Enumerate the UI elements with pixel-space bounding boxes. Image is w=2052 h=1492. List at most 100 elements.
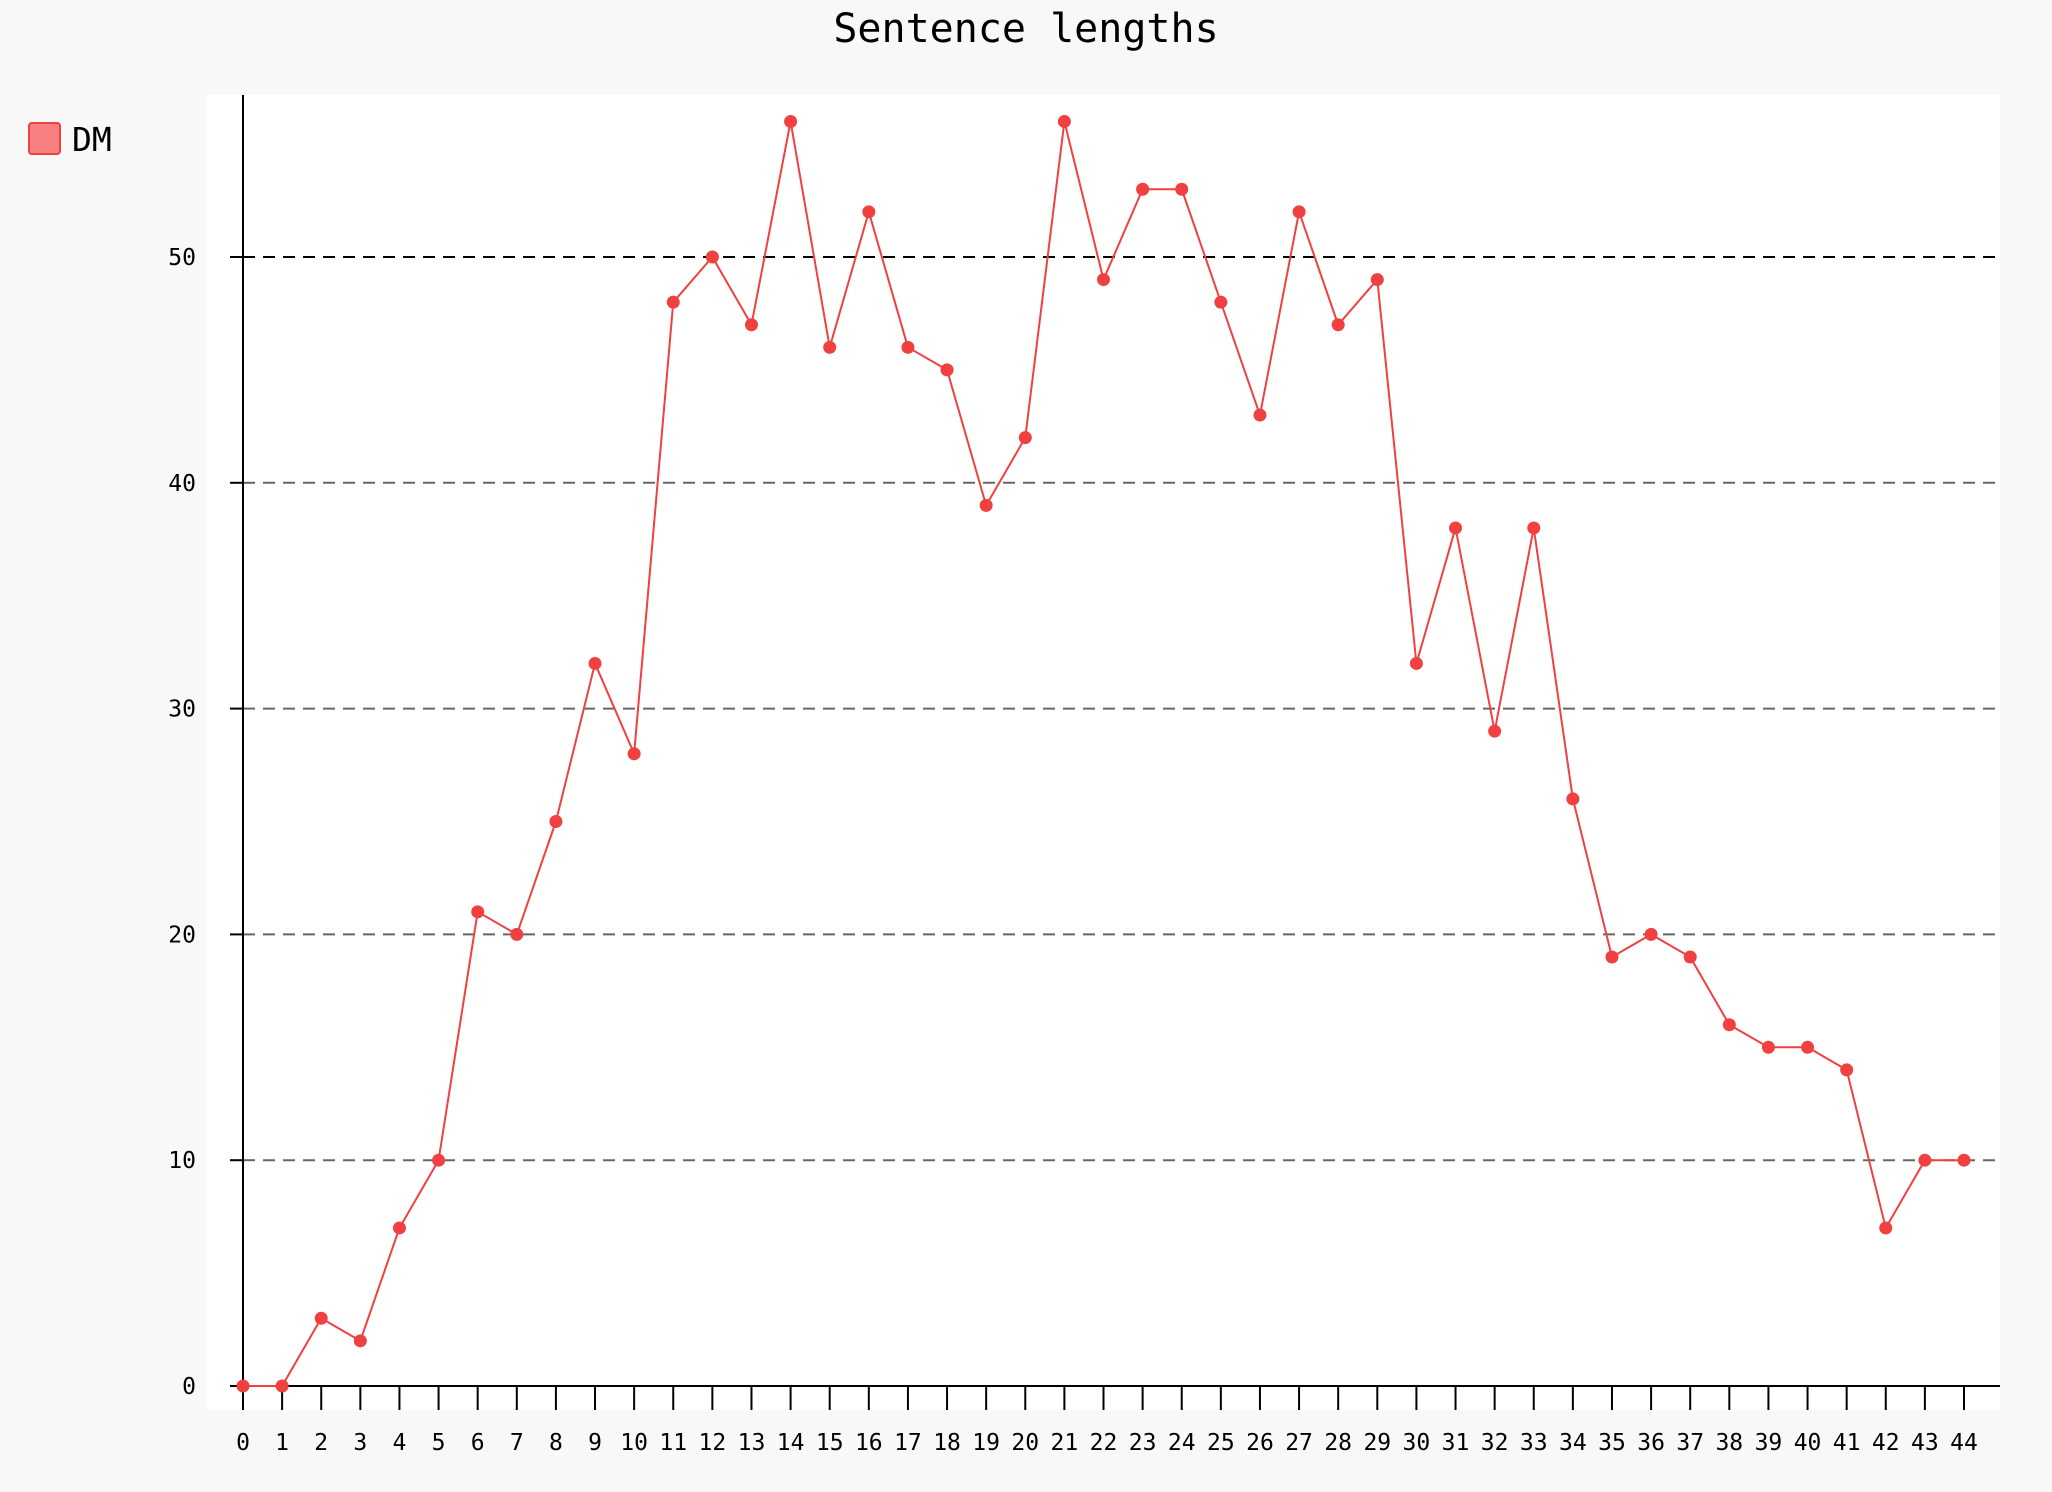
data-point-41[interactable] [1840,1063,1854,1077]
data-point-29[interactable] [1370,273,1384,287]
y-axis-ticks: 0 10 20 30 40 50 [168,245,243,1400]
x-tick-label-11: 11 [659,1430,687,1456]
x-tick-label-18: 18 [933,1430,961,1456]
x-tick-label-10: 10 [620,1430,648,1456]
x-tick-label-34: 34 [1559,1430,1587,1456]
x-tick-label-13: 13 [738,1430,766,1456]
x-tick-label-1: 1 [275,1430,289,1456]
data-point-32[interactable] [1488,724,1502,738]
data-point-2[interactable] [314,1311,328,1325]
x-tick-label-30: 30 [1403,1430,1431,1456]
x-tick-label-15: 15 [816,1430,844,1456]
legend[interactable]: DM [28,120,112,159]
x-tick-label-31: 31 [1442,1430,1470,1456]
chart-title: Sentence lengths [833,6,1218,52]
data-point-25[interactable] [1214,295,1228,309]
data-point-1[interactable] [275,1379,289,1393]
data-point-43[interactable] [1918,1153,1932,1167]
series-layer [236,115,1971,1393]
data-point-8[interactable] [549,815,563,828]
data-point-7[interactable] [510,927,524,941]
y-tick-label-10: 10 [168,1148,196,1174]
x-tick-label-33: 33 [1520,1430,1548,1456]
data-point-11[interactable] [666,295,680,309]
data-point-39[interactable] [1761,1040,1775,1054]
data-point-18[interactable] [940,363,954,377]
x-tick-label-2: 2 [314,1430,328,1456]
x-tick-label-19: 19 [972,1430,1000,1456]
data-point-42[interactable] [1879,1221,1893,1235]
data-point-17[interactable] [901,340,915,354]
x-tick-label-9: 9 [588,1430,602,1456]
data-point-24[interactable] [1175,182,1189,196]
x-tick-label-12: 12 [699,1430,727,1456]
data-point-26[interactable] [1253,408,1267,422]
legend-label-dm[interactable]: DM [72,120,112,159]
x-tick-label-41: 41 [1833,1430,1861,1456]
data-point-6[interactable] [471,905,485,919]
data-point-44[interactable] [1957,1153,1971,1167]
x-tick-label-6: 6 [471,1430,485,1456]
data-point-20[interactable] [1018,431,1032,445]
x-tick-label-28: 28 [1324,1430,1352,1456]
x-tick-label-44: 44 [1950,1430,1978,1456]
y-tick-label-0: 0 [182,1374,196,1400]
data-point-30[interactable] [1409,656,1423,670]
data-point-36[interactable] [1644,927,1658,941]
data-point-27[interactable] [1292,205,1306,219]
data-point-19[interactable] [979,498,993,512]
x-tick-label-25: 25 [1207,1430,1235,1456]
data-point-23[interactable] [1136,182,1150,196]
data-point-21[interactable] [1057,115,1071,129]
y-tick-label-40: 40 [168,471,196,497]
x-tick-label-14: 14 [777,1430,805,1456]
y-tick-label-20: 20 [168,922,196,948]
data-point-13[interactable] [744,318,758,332]
x-axis-ticks: 0 1 2 3 4 5 6 7 8 9 10 11 12 13 14 15 16 17 18 19 20 21 22 23 24… [236,1386,1978,1456]
x-tick-label-4: 4 [393,1430,407,1456]
data-point-37[interactable] [1683,950,1697,964]
data-point-28[interactable] [1331,318,1345,332]
x-tick-label-26: 26 [1246,1430,1274,1456]
x-tick-label-8: 8 [549,1430,563,1456]
x-tick-label-40: 40 [1794,1430,1822,1456]
data-point-22[interactable] [1097,273,1110,287]
y-tick-label-50: 50 [168,245,196,271]
data-point-9[interactable] [588,656,602,670]
data-point-15[interactable] [823,340,837,354]
x-tick-label-0: 0 [236,1430,250,1456]
data-point-10[interactable] [627,747,641,761]
x-tick-label-22: 22 [1090,1430,1118,1456]
data-point-12[interactable] [705,250,719,264]
data-point-38[interactable] [1722,1018,1736,1032]
x-tick-label-20: 20 [1011,1430,1039,1456]
x-tick-label-43: 43 [1911,1430,1939,1456]
x-tick-label-23: 23 [1129,1430,1157,1456]
plot-area [207,95,2000,1410]
x-tick-label-35: 35 [1598,1430,1626,1456]
x-tick-label-16: 16 [855,1430,883,1456]
data-point-14[interactable] [784,115,798,129]
x-tick-label-21: 21 [1051,1430,1079,1456]
x-tick-label-24: 24 [1168,1430,1196,1456]
x-tick-label-7: 7 [510,1430,524,1456]
x-tick-label-42: 42 [1872,1430,1900,1456]
x-tick-label-36: 36 [1637,1430,1665,1456]
grid-lines [243,256,2000,1162]
data-point-16[interactable] [862,205,876,219]
data-point-31[interactable] [1449,521,1463,535]
x-tick-label-27: 27 [1285,1430,1313,1456]
data-point-3[interactable] [353,1334,367,1348]
data-point-4[interactable] [392,1221,406,1235]
data-point-34[interactable] [1566,792,1580,806]
data-point-5[interactable] [432,1153,446,1167]
x-tick-label-39: 39 [1755,1430,1783,1456]
data-point-0[interactable] [236,1379,250,1393]
x-tick-label-3: 3 [353,1430,367,1456]
data-point-33[interactable] [1527,521,1541,535]
data-point-40[interactable] [1801,1040,1815,1054]
legend-swatch-dm[interactable] [28,122,61,155]
data-point-35[interactable] [1605,950,1619,964]
x-tick-label-32: 32 [1481,1430,1509,1456]
